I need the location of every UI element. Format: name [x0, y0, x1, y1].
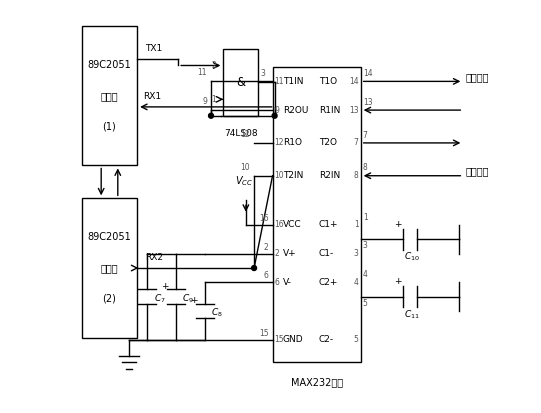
Text: 3: 3	[354, 249, 359, 258]
Text: &: &	[236, 76, 245, 89]
Text: $V_{CC}$: $V_{CC}$	[235, 174, 253, 188]
Text: 15: 15	[259, 329, 268, 338]
Text: 2: 2	[211, 61, 216, 70]
Text: 13: 13	[363, 98, 372, 107]
Bar	[82, 26, 137, 166]
Text: 74LS08: 74LS08	[224, 128, 258, 138]
Text: 1: 1	[354, 221, 359, 230]
Text: 3: 3	[260, 69, 265, 78]
Text: 单片机: 单片机	[101, 91, 118, 101]
Text: 89C2051: 89C2051	[88, 233, 131, 242]
Text: 6: 6	[263, 271, 268, 280]
Text: 8: 8	[354, 171, 359, 180]
Text: GND: GND	[283, 335, 304, 344]
Text: 11: 11	[275, 77, 284, 86]
Text: C1-: C1-	[319, 249, 334, 258]
Text: 7: 7	[354, 138, 359, 147]
Text: 12: 12	[275, 138, 284, 147]
Text: 8: 8	[363, 164, 367, 173]
Text: T1IN: T1IN	[283, 77, 304, 86]
Circle shape	[252, 266, 256, 271]
Circle shape	[209, 113, 214, 118]
Text: RX2: RX2	[146, 253, 163, 262]
Text: 5: 5	[363, 299, 368, 308]
Text: 单片机: 单片机	[101, 263, 118, 273]
Text: 2: 2	[263, 242, 268, 252]
Text: T2O: T2O	[319, 138, 337, 147]
Text: (2): (2)	[103, 294, 116, 304]
Text: 14: 14	[349, 77, 359, 86]
Bar	[223, 49, 258, 116]
Text: $C_{11}$: $C_{11}$	[404, 308, 420, 321]
Text: 1: 1	[363, 213, 367, 222]
Text: (1): (1)	[103, 121, 116, 131]
Text: RX1: RX1	[143, 92, 161, 101]
Text: 4: 4	[363, 270, 368, 279]
Text: 1: 1	[211, 95, 216, 104]
Text: 6: 6	[275, 278, 280, 287]
Text: T1O: T1O	[319, 77, 337, 86]
Bar	[82, 198, 137, 338]
Text: 5: 5	[354, 335, 359, 344]
Text: 13: 13	[349, 106, 359, 114]
Text: R1IN: R1IN	[319, 106, 340, 114]
Text: 15: 15	[275, 335, 284, 344]
Text: C2+: C2+	[319, 278, 338, 287]
Text: 9: 9	[275, 106, 280, 114]
Text: 4: 4	[354, 278, 359, 287]
Text: 到上位机: 到上位机	[465, 72, 489, 82]
Text: R1O: R1O	[283, 138, 302, 147]
Text: 10: 10	[240, 163, 250, 172]
Text: TX1: TX1	[146, 44, 163, 53]
Text: R2IN: R2IN	[319, 171, 340, 180]
Text: 16: 16	[275, 221, 284, 230]
Text: 11: 11	[197, 68, 207, 77]
Text: C1+: C1+	[319, 221, 338, 230]
Text: V-: V-	[283, 278, 292, 287]
Text: 2: 2	[275, 249, 279, 258]
Bar	[273, 67, 361, 362]
Text: 16: 16	[259, 214, 268, 223]
Text: 10: 10	[275, 171, 284, 180]
Text: 3: 3	[363, 241, 368, 250]
Text: +: +	[394, 220, 401, 229]
Text: $C_7$: $C_7$	[154, 292, 166, 305]
Text: R2OU: R2OU	[283, 106, 308, 114]
Text: 14: 14	[363, 69, 372, 78]
Text: V+: V+	[283, 249, 296, 258]
Text: MAX232芯片: MAX232芯片	[291, 377, 342, 387]
Text: C2-: C2-	[319, 335, 334, 344]
Text: +: +	[394, 278, 401, 287]
Text: $C_9$: $C_9$	[182, 292, 194, 305]
Text: 89C2051: 89C2051	[88, 60, 131, 70]
Text: +: +	[161, 282, 168, 291]
Text: VCC: VCC	[283, 221, 301, 230]
Text: $C_8$: $C_8$	[211, 307, 223, 319]
Text: 9: 9	[202, 97, 207, 106]
Text: $C_{10}$: $C_{10}$	[404, 251, 420, 263]
Text: T2IN: T2IN	[283, 171, 303, 180]
Text: 到采集器: 到采集器	[465, 166, 489, 177]
Text: +: +	[190, 297, 197, 305]
Text: 12: 12	[241, 130, 250, 139]
Text: 7: 7	[363, 131, 368, 140]
Circle shape	[272, 113, 277, 118]
